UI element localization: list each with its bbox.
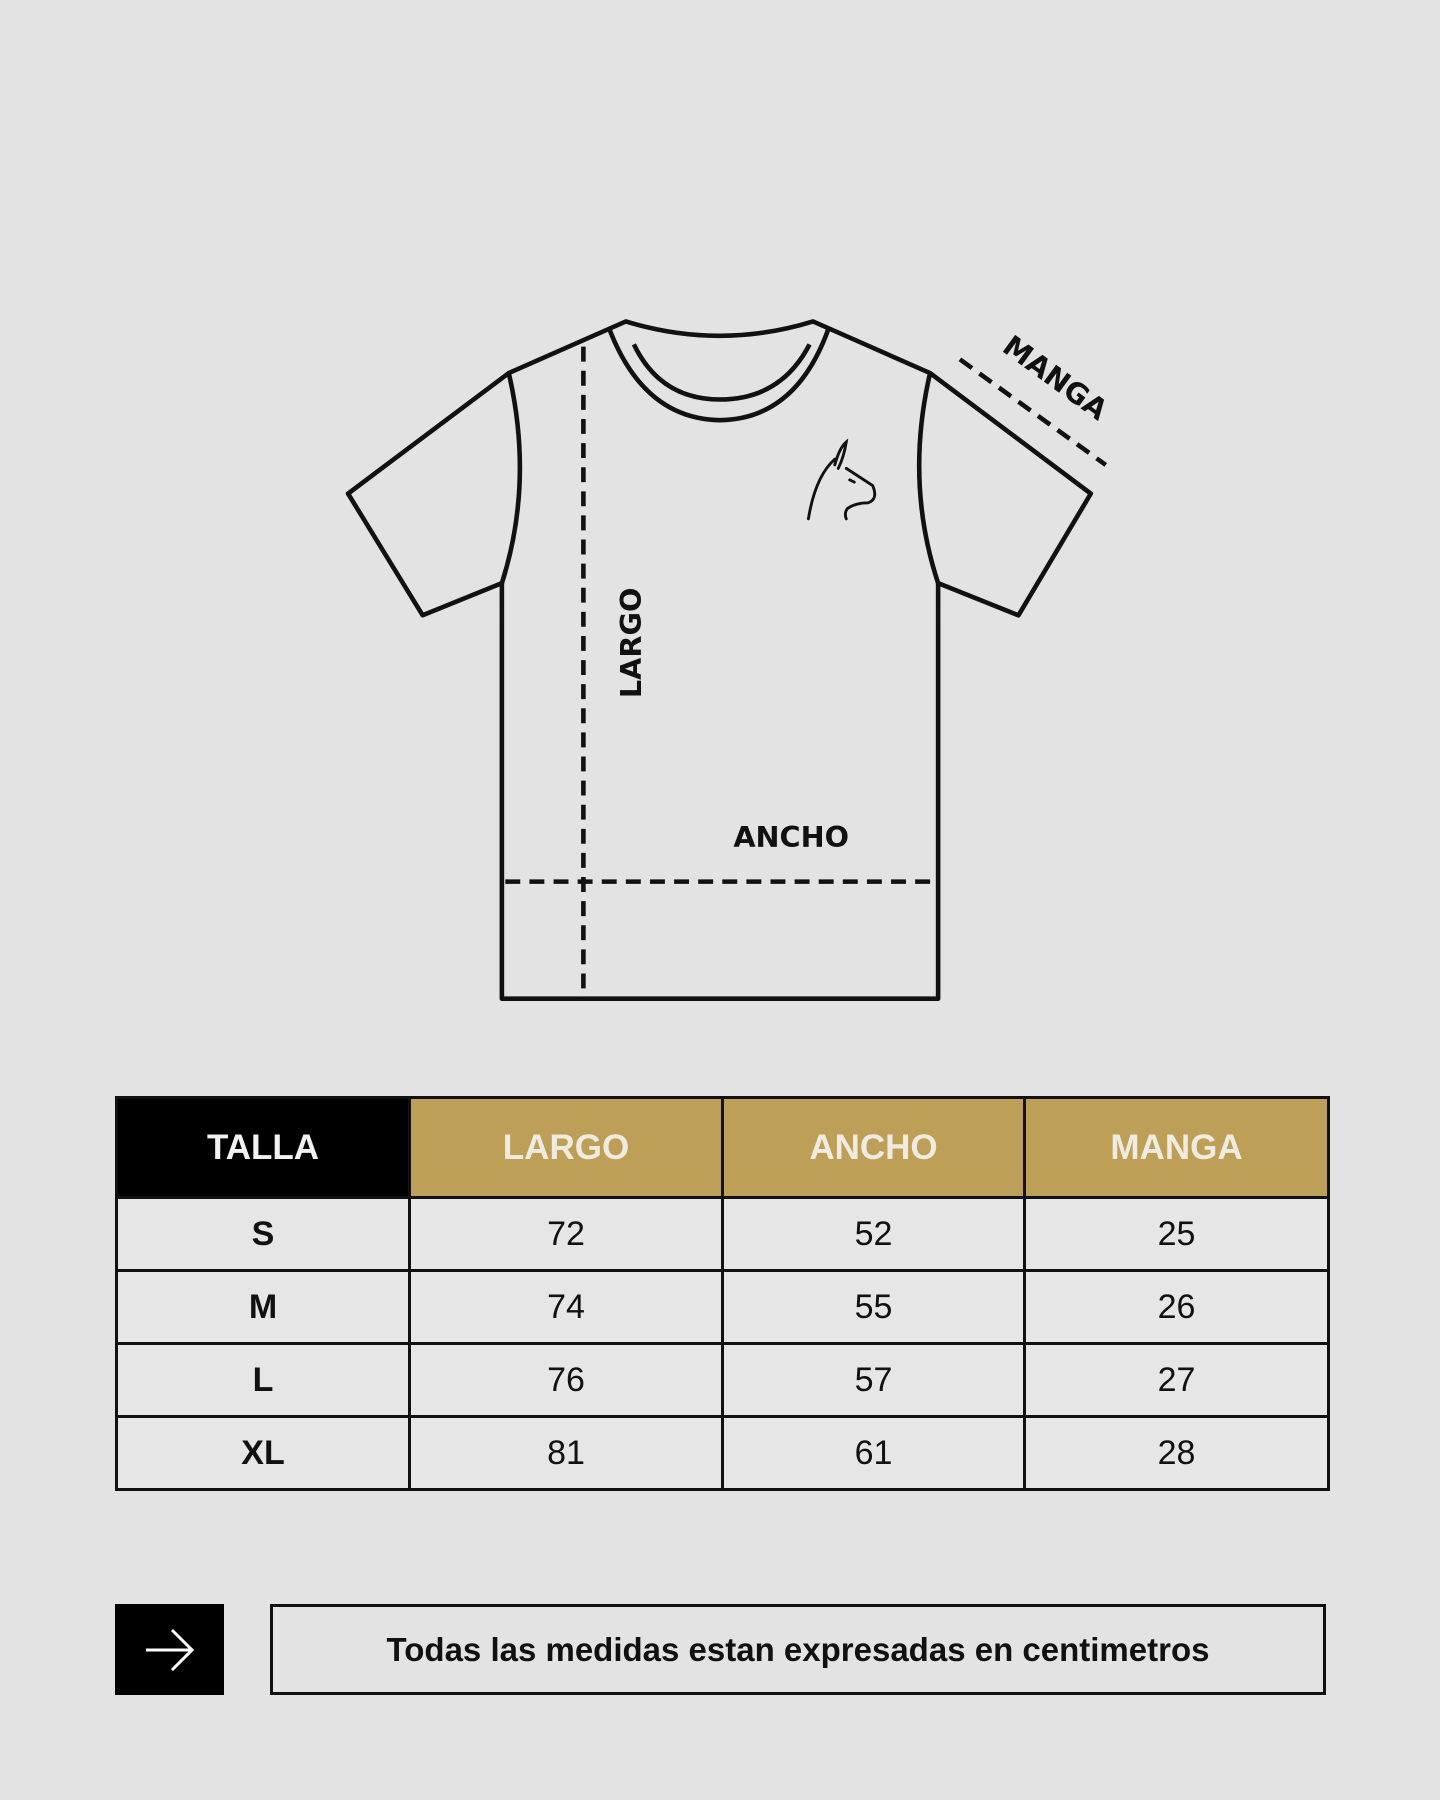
sleeve-cell: 28 [1023, 1415, 1330, 1491]
size-cell: S [115, 1196, 411, 1272]
sleeve-cell: 25 [1023, 1196, 1330, 1272]
length-cell: 81 [408, 1415, 724, 1491]
arrow-right-icon [145, 1628, 194, 1671]
measurement-note: Todas las medidas estan expresadas en ce… [270, 1604, 1326, 1695]
length-cell: 74 [408, 1269, 724, 1345]
width-cell: 55 [721, 1269, 1026, 1345]
sleeve-cell: 27 [1023, 1342, 1330, 1418]
length-label: LARGO [614, 588, 648, 699]
right-armhole [916, 372, 941, 584]
size-chart-table: TALLA LARGO ANCHO MANGA S 72 52 25 M 74 … [115, 1096, 1330, 1491]
measurement-note-text: Todas las medidas estan expresadas en ce… [386, 1630, 1210, 1668]
table-row: L 76 57 27 [115, 1342, 1330, 1418]
width-cell: 52 [721, 1196, 1026, 1272]
sleeve-cell: 26 [1023, 1269, 1330, 1345]
size-cell: L [115, 1342, 411, 1418]
length-cell: 76 [408, 1342, 724, 1418]
table-header-row: TALLA LARGO ANCHO MANGA [115, 1096, 1330, 1199]
length-cell: 72 [408, 1196, 724, 1272]
header-sleeve: MANGA [1023, 1096, 1330, 1199]
header-width: ANCHO [721, 1096, 1026, 1199]
collar-outer [606, 326, 832, 423]
table-row: XL 81 61 28 [115, 1415, 1330, 1491]
size-cell: M [115, 1269, 411, 1345]
llama-logo [806, 438, 877, 521]
width-cell: 57 [721, 1342, 1026, 1418]
sleeve-measure-line [958, 357, 1108, 467]
header-length: LARGO [408, 1096, 724, 1199]
header-size: TALLA [115, 1096, 411, 1199]
table-row: M 74 55 26 [115, 1269, 1330, 1345]
collar-inner [631, 343, 812, 402]
arrow-box [115, 1604, 224, 1695]
width-cell: 61 [721, 1415, 1026, 1491]
sleeve-label: MANGA [997, 328, 1115, 427]
tshirt-outline [345, 319, 1094, 1002]
width-label: ANCHO [733, 820, 849, 854]
table-row: S 72 52 25 [115, 1196, 1330, 1272]
left-armhole [499, 372, 523, 584]
size-cell: XL [115, 1415, 411, 1491]
